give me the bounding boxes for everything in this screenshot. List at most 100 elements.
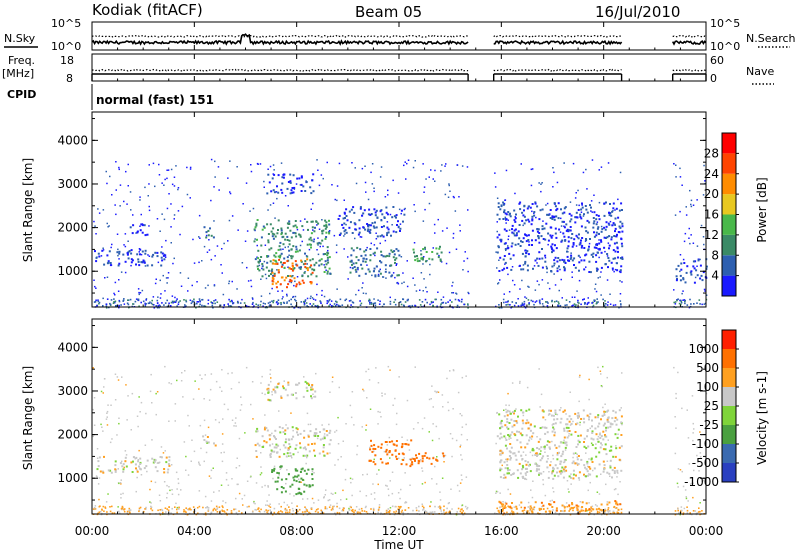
echo-cell — [328, 230, 331, 233]
echo-cell — [162, 452, 165, 454]
echo-cell — [128, 250, 131, 253]
echo-cell — [272, 299, 275, 302]
y-tick-label: 4000 — [57, 133, 88, 147]
echo-cell — [615, 445, 617, 447]
echo-cell — [542, 504, 545, 507]
echo-cell — [264, 484, 266, 487]
echo-cell — [498, 511, 500, 514]
echo-cell — [602, 298, 604, 301]
echo-cell — [115, 213, 117, 216]
echo-cell — [151, 457, 154, 460]
echo-cell — [267, 302, 270, 304]
echo-cell — [155, 278, 157, 280]
echo-cell — [403, 213, 406, 216]
echo-cell — [203, 245, 206, 248]
echo-cell — [396, 412, 398, 415]
echo-cell — [279, 431, 282, 434]
echo-cell — [274, 259, 277, 262]
echo-cell — [535, 469, 538, 472]
echo-cell — [274, 429, 277, 432]
velocity-colorbar-label: Velocity [m s-1] — [755, 371, 769, 465]
echo-cell — [135, 467, 137, 470]
echo-cell — [350, 247, 353, 250]
echo-cell — [539, 406, 541, 408]
echo-cell — [278, 245, 281, 248]
echo-cell — [553, 418, 556, 421]
echo-cell — [170, 203, 172, 205]
echo-cell — [257, 249, 260, 252]
echo-cell — [407, 159, 410, 161]
echo-cell — [373, 298, 375, 300]
echo-cell — [130, 249, 133, 252]
echo-cell — [306, 498, 309, 500]
echo-cell — [298, 249, 301, 252]
echo-cell — [137, 425, 139, 428]
echo-cell — [543, 445, 546, 448]
echo-cell — [272, 388, 275, 391]
echo-cell — [501, 425, 504, 428]
echo-cell — [160, 264, 163, 267]
echo-cell — [574, 305, 576, 307]
echo-cell — [291, 456, 293, 459]
echo-cell — [207, 509, 210, 511]
echo-cell — [619, 293, 622, 295]
echo-cell — [459, 446, 461, 448]
echo-cell — [506, 420, 509, 423]
echo-cell — [221, 510, 224, 512]
echo-cell — [600, 230, 603, 233]
echo-cell — [678, 512, 680, 514]
echo-cell — [542, 483, 545, 486]
echo-cell — [177, 303, 180, 306]
echo-cell — [438, 437, 440, 440]
echo-cell — [532, 432, 535, 435]
echo-cell — [109, 264, 112, 267]
echo-cell — [580, 208, 583, 211]
echo-cell — [117, 264, 120, 267]
echo-cell — [267, 509, 269, 512]
echo-cell — [265, 509, 267, 511]
echo-cell — [108, 225, 110, 227]
echo-cell — [405, 443, 408, 446]
echo-cell — [293, 267, 296, 270]
echo-cell — [144, 186, 146, 189]
echo-cell — [395, 510, 398, 513]
echo-cell — [397, 220, 399, 223]
echo-cell — [561, 239, 564, 242]
echo-cell — [228, 298, 230, 301]
echo-cell — [432, 457, 435, 460]
echo-cell — [563, 506, 566, 509]
echo-cell — [567, 488, 569, 490]
echo-cell — [155, 392, 157, 395]
echo-cell — [588, 221, 591, 224]
echo-cell — [549, 217, 552, 219]
echo-cell — [156, 218, 159, 220]
echo-cell — [368, 230, 371, 233]
echo-cell — [113, 301, 115, 303]
echo-cell — [507, 219, 509, 221]
echo-cell — [304, 218, 306, 220]
echo-cell — [699, 431, 701, 433]
echo-cell — [240, 396, 242, 398]
echo-cell — [257, 507, 260, 509]
echo-cell — [595, 508, 598, 511]
echo-cell — [464, 251, 466, 253]
echo-cell — [598, 201, 601, 204]
echo-cell — [528, 408, 531, 411]
echo-cell — [266, 504, 269, 506]
echo-cell — [92, 408, 94, 411]
echo-cell — [593, 220, 596, 223]
echo-cell — [113, 298, 115, 300]
echo-cell — [608, 259, 611, 262]
echo-cell — [409, 305, 411, 307]
echo-cell — [165, 239, 167, 242]
echo-cell — [162, 511, 164, 514]
echo-cell — [693, 267, 696, 270]
echo-cell — [424, 248, 426, 251]
echo-cell — [275, 286, 278, 289]
echo-cell — [378, 506, 381, 509]
echo-cell — [404, 207, 406, 210]
echo-cell — [590, 457, 593, 460]
echo-cell — [552, 414, 555, 417]
echo-cell — [260, 452, 262, 454]
echo-cell — [557, 257, 560, 259]
